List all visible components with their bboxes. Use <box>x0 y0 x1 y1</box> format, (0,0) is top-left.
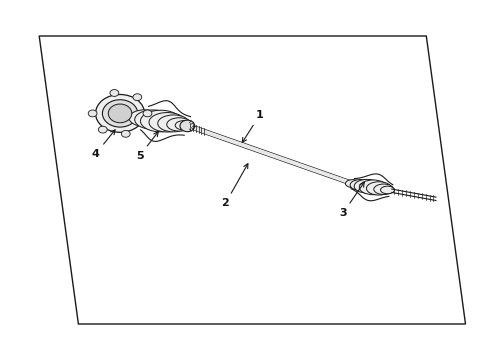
Ellipse shape <box>354 179 380 193</box>
Polygon shape <box>39 36 466 324</box>
Ellipse shape <box>122 130 130 137</box>
Ellipse shape <box>141 110 181 132</box>
Ellipse shape <box>129 110 160 126</box>
Ellipse shape <box>96 94 145 132</box>
Ellipse shape <box>167 118 192 131</box>
Ellipse shape <box>133 94 142 100</box>
Text: 5: 5 <box>136 132 158 161</box>
Polygon shape <box>190 124 353 186</box>
Text: 4: 4 <box>92 130 115 159</box>
Ellipse shape <box>135 110 171 129</box>
Ellipse shape <box>367 182 392 195</box>
Ellipse shape <box>381 186 394 194</box>
Ellipse shape <box>158 115 189 132</box>
Ellipse shape <box>98 126 107 133</box>
Ellipse shape <box>110 90 119 96</box>
Ellipse shape <box>108 104 132 123</box>
Ellipse shape <box>180 120 195 132</box>
Ellipse shape <box>350 180 371 190</box>
Ellipse shape <box>345 180 360 188</box>
Ellipse shape <box>359 180 387 195</box>
Text: 3: 3 <box>339 182 364 218</box>
Text: 1: 1 <box>242 110 264 143</box>
Ellipse shape <box>175 121 193 130</box>
Ellipse shape <box>102 100 138 127</box>
Ellipse shape <box>149 113 186 132</box>
Text: 2: 2 <box>221 164 248 208</box>
Ellipse shape <box>143 110 152 117</box>
Ellipse shape <box>374 184 393 194</box>
Ellipse shape <box>88 110 97 117</box>
